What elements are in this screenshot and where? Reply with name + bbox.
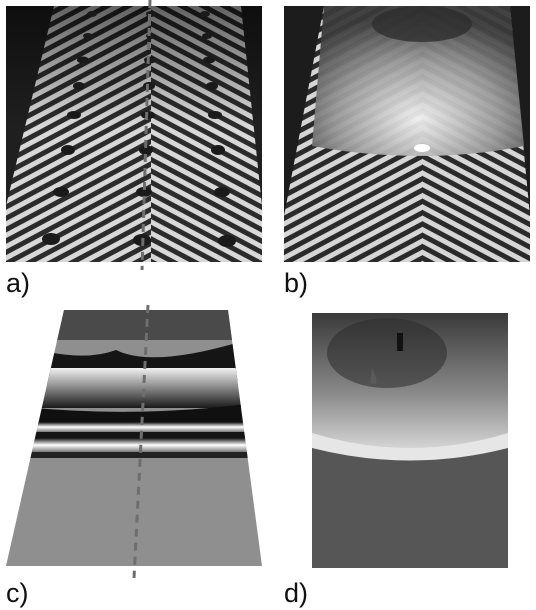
panel-c-image xyxy=(6,310,262,568)
panel-b-image xyxy=(284,6,530,262)
panel-d-image xyxy=(312,313,508,568)
panel-a-image xyxy=(6,6,262,262)
panel-d-label: d) xyxy=(284,578,309,608)
panel-b-label: b) xyxy=(284,268,309,298)
panel-c-label: c) xyxy=(6,578,29,608)
panel-a-label: a) xyxy=(6,268,31,298)
